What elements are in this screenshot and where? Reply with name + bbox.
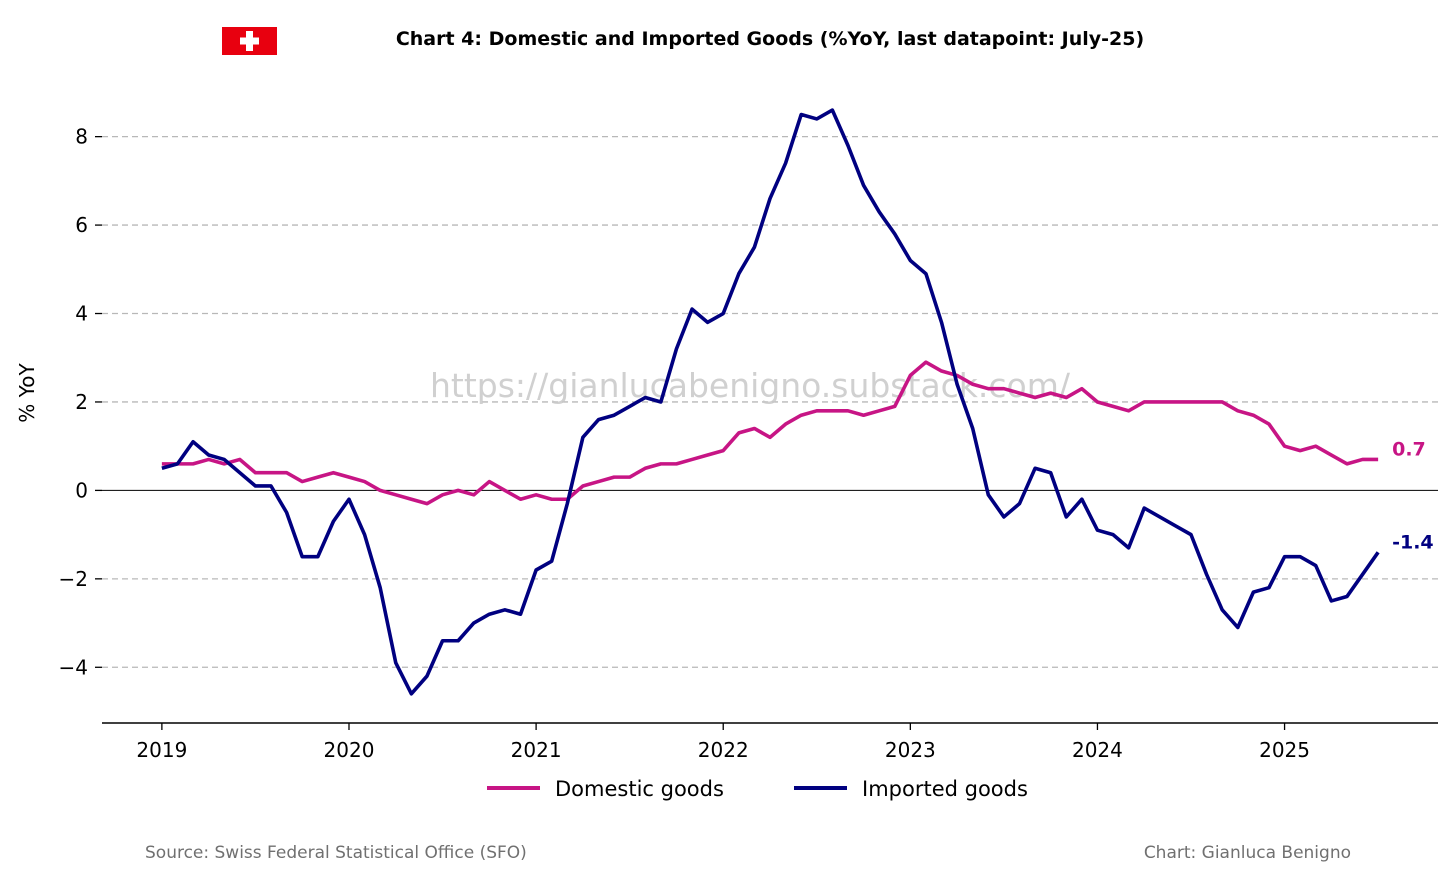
- y-tick-label: 0: [75, 478, 88, 502]
- watermark: https://gianlucabenigno.substack.com/: [430, 366, 1071, 405]
- y-tick-label: 4: [75, 302, 88, 326]
- chart-title: Chart 4: Domestic and Imported Goods (%Y…: [396, 28, 1144, 50]
- x-tick-label: 2019: [136, 738, 187, 762]
- y-tick-label: 8: [75, 125, 88, 149]
- y-tick-label: −4: [59, 655, 88, 679]
- y-axis-label: % YoY: [15, 363, 39, 423]
- legend-label-imported: Imported goods: [862, 777, 1028, 801]
- x-tick-label: 2023: [885, 738, 936, 762]
- x-tick-label: 2025: [1259, 738, 1310, 762]
- end-value-label: 0.7: [1392, 438, 1426, 460]
- y-tick-label: 2: [75, 390, 88, 414]
- x-tick-label: 2024: [1072, 738, 1123, 762]
- legend-label-domestic: Domestic goods: [555, 777, 724, 801]
- x-tick-label: 2022: [698, 738, 749, 762]
- legend: Domestic goods Imported goods: [487, 777, 1028, 801]
- x-tick-label: 2020: [324, 738, 375, 762]
- source-note: Source: Swiss Federal Statistical Office…: [145, 843, 527, 863]
- y-tick-label: 6: [75, 213, 88, 237]
- y-tick-label: −2: [59, 567, 88, 591]
- series-line-imported-goods: [161, 108, 1380, 696]
- chart-credit: Chart: Gianluca Benigno: [1144, 843, 1351, 863]
- end-value-label: -1.4: [1392, 531, 1434, 553]
- x-tick-label: 2021: [511, 738, 562, 762]
- series-line-domestic-goods: [161, 360, 1379, 506]
- swiss-flag-icon: [222, 27, 277, 55]
